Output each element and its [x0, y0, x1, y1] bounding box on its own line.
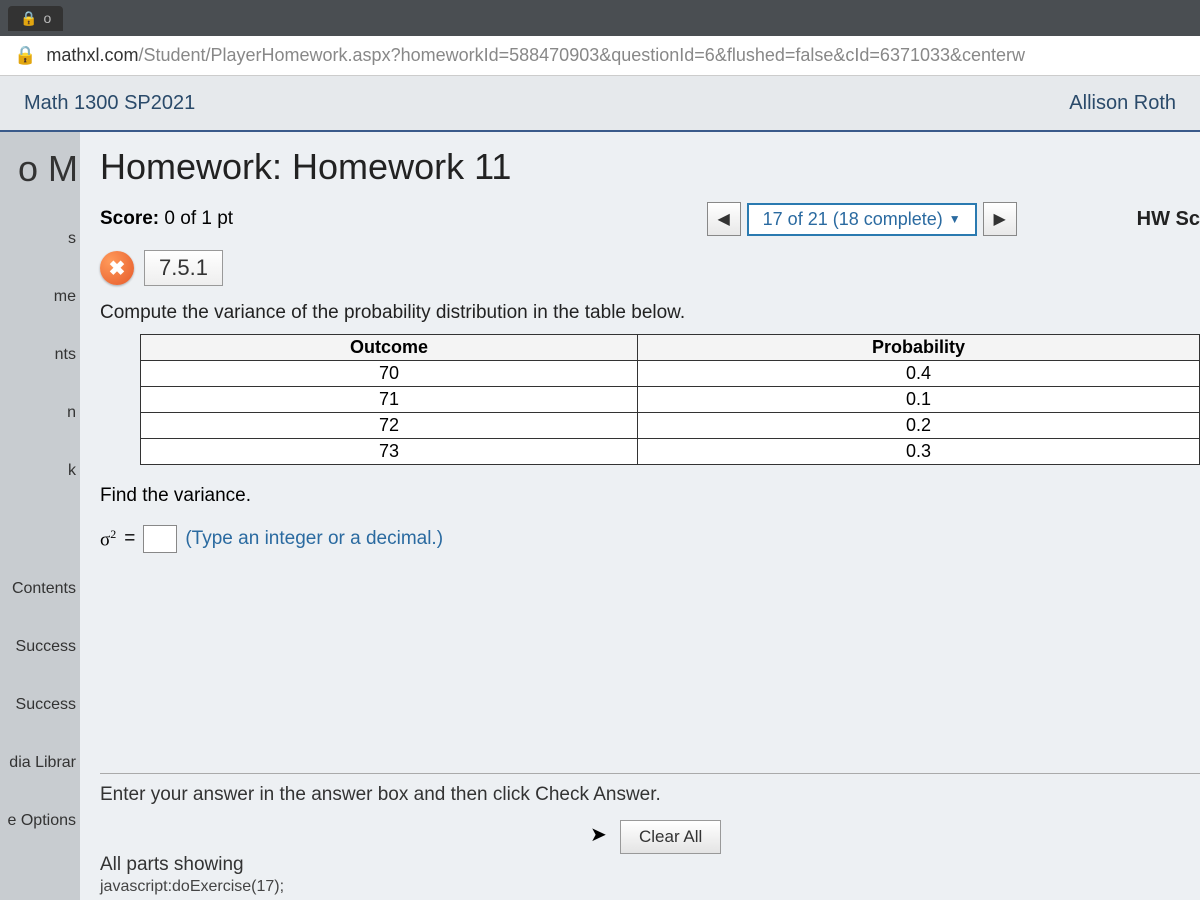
lock-icon: 🔒: [20, 10, 37, 27]
table-row: 730.3: [141, 439, 1200, 465]
sidebar-item[interactable]: Success: [0, 632, 80, 662]
table-header: Outcome: [141, 335, 638, 361]
sidebar-item[interactable]: o M: [0, 142, 80, 196]
table-row: 710.1: [141, 387, 1200, 413]
lock-icon: 🔒: [14, 45, 36, 66]
table-cell: 72: [141, 413, 638, 439]
main-content: Homework: Homework 11 Score: 0 of 1 pt ◀…: [80, 132, 1200, 900]
question-header: ✖ 7.5.1: [100, 250, 1200, 286]
sigma-squared-label: σ2: [100, 527, 116, 551]
clear-all-button[interactable]: Clear All: [620, 820, 721, 854]
sidebar: o M s me nts n k Contents Success Succes…: [0, 132, 80, 900]
table-cell: 70: [141, 361, 638, 387]
find-variance-label: Find the variance.: [100, 485, 1200, 507]
table-row: 700.4: [141, 361, 1200, 387]
table-cell: 71: [141, 387, 638, 413]
sidebar-item[interactable]: dia Librar: [0, 748, 80, 778]
sidebar-item[interactable]: nts: [0, 340, 80, 370]
sidebar-item[interactable]: e Options: [0, 806, 80, 836]
sidebar-item[interactable]: Contents: [0, 574, 80, 604]
url-host: mathxl.com: [46, 45, 138, 65]
browser-tab-strip: 🔒 o: [0, 0, 1200, 36]
table-cell: 73: [141, 439, 638, 465]
chevron-down-icon: ▼: [949, 212, 961, 226]
question-nav: ◀ 17 of 21 (18 complete) ▼ ▶: [707, 202, 1017, 236]
instruction-text: Enter your answer in the answer box and …: [100, 784, 1200, 806]
table-cell: 0.4: [638, 361, 1200, 387]
progress-text: 17 of 21 (18 complete): [763, 209, 943, 230]
url-path: /Student/PlayerHomework.aspx?homeworkId=…: [138, 45, 1025, 65]
sidebar-item[interactable]: k: [0, 456, 80, 486]
table-header: Probability: [638, 335, 1200, 361]
incorrect-icon: ✖: [100, 251, 134, 285]
sidebar-item[interactable]: Success: [0, 690, 80, 720]
table-cell: 0.1: [638, 387, 1200, 413]
answer-row: σ2 = (Type an integer or a decimal.): [100, 525, 1200, 553]
tab-title: o: [43, 10, 51, 26]
variance-input[interactable]: [143, 525, 177, 553]
footer: Enter your answer in the answer box and …: [100, 773, 1200, 900]
next-question-button[interactable]: ▶: [983, 202, 1017, 236]
answer-hint: (Type an integer or a decimal.): [185, 528, 443, 550]
progress-dropdown[interactable]: 17 of 21 (18 complete) ▼: [747, 203, 977, 236]
address-bar[interactable]: 🔒 mathxl.com/Student/PlayerHomework.aspx…: [0, 36, 1200, 76]
sidebar-item[interactable]: me: [0, 282, 80, 312]
user-name[interactable]: Allison Roth: [1069, 92, 1176, 115]
sidebar-item[interactable]: s: [0, 224, 80, 254]
table-cell: 0.3: [638, 439, 1200, 465]
table-row: 720.2: [141, 413, 1200, 439]
equals-label: =: [124, 528, 135, 550]
table-cell: 0.2: [638, 413, 1200, 439]
score-label: Score:: [100, 208, 159, 229]
question-prompt: Compute the variance of the probability …: [100, 302, 1200, 324]
homework-title: Homework: Homework 11: [100, 146, 1200, 188]
course-header: Math 1300 SP2021 Allison Roth: [0, 76, 1200, 132]
prev-question-button[interactable]: ◀: [707, 202, 741, 236]
browser-tab[interactable]: 🔒 o: [8, 6, 63, 31]
course-name: Math 1300 SP2021: [24, 92, 195, 115]
status-bar-text: javascript:doExercise(17);: [100, 878, 1200, 896]
probability-table: Outcome Probability 700.4710.1720.2730.3: [140, 334, 1200, 465]
question-number[interactable]: 7.5.1: [144, 250, 223, 286]
score-value: 0 of 1 pt: [164, 208, 233, 229]
score-row: Score: 0 of 1 pt ◀ 17 of 21 (18 complete…: [100, 202, 1200, 236]
sidebar-item[interactable]: n: [0, 398, 80, 428]
hw-score-label: HW Sc: [1137, 208, 1200, 231]
parts-showing-label[interactable]: All parts showing: [100, 854, 1200, 876]
